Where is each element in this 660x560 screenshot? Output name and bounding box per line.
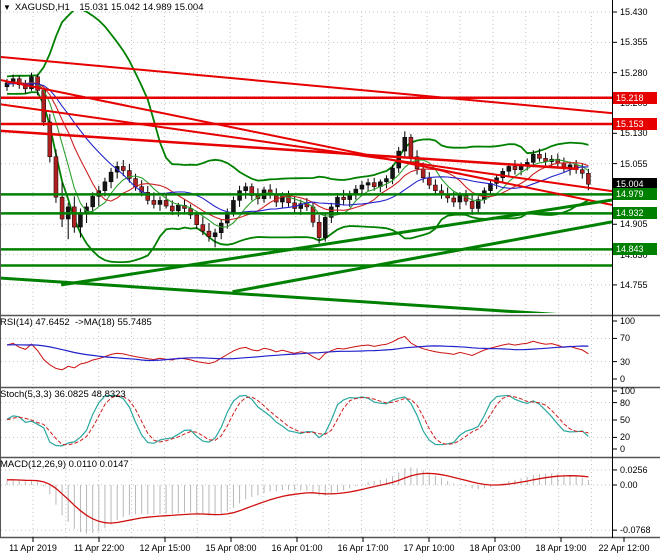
x-axis-label: 22 Apr 12:00 (598, 543, 650, 553)
main-price-tick: 15.280 (620, 67, 648, 78)
x-axis-label: 18 Apr 03:00 (469, 543, 521, 553)
main-price-tick: 14.830 (620, 249, 648, 260)
stoch-tick: 20 (620, 432, 631, 443)
main-price-tick: 14.755 (620, 279, 648, 290)
rsi-tick: 30 (620, 356, 631, 367)
collapse-chart-icon[interactable]: ▼ (3, 3, 11, 12)
stoch-tick: 50 (620, 415, 631, 425)
macd-histogram (6, 467, 589, 534)
x-axis-label: 11 Apr 22:00 (73, 543, 125, 553)
main-price-tick: 14.905 (620, 219, 648, 230)
x-axis-label: 11 Apr 2019 (9, 543, 57, 553)
stoch-tick: 80 (620, 397, 631, 408)
x-axis-label: 16 Apr 17:00 (337, 543, 389, 553)
main-price-tick: 15.130 (620, 128, 648, 139)
x-axis-label: 12 Apr 15:00 (139, 543, 191, 553)
macd-tick: 0.0256 (620, 464, 648, 475)
stoch-tick: 100 (620, 386, 636, 396)
rsi-tick: 70 (620, 333, 631, 344)
stoch-tick: 0 (620, 444, 626, 454)
x-axis-label: 15 Apr 08:00 (205, 543, 257, 553)
x-axis-label: 18 Apr 19:00 (535, 543, 587, 553)
x-axis-label: 16 Apr 01:00 (271, 543, 323, 553)
macd-tick: -0.0768 (620, 525, 651, 536)
main-price-tick: 15.205 (620, 97, 648, 108)
main-price-tick: 15.355 (620, 37, 648, 48)
main-price-tick: 15.055 (620, 158, 648, 169)
rsi-tick: 0 (620, 374, 626, 384)
main-price-tick: 14.980 (620, 188, 648, 199)
macd-tick: 0.00 (620, 480, 638, 490)
x-axis-label: 17 Apr 10:00 (403, 543, 455, 553)
rsi-tick: 100 (620, 316, 636, 326)
main-price-tick: 15.430 (620, 7, 648, 17)
